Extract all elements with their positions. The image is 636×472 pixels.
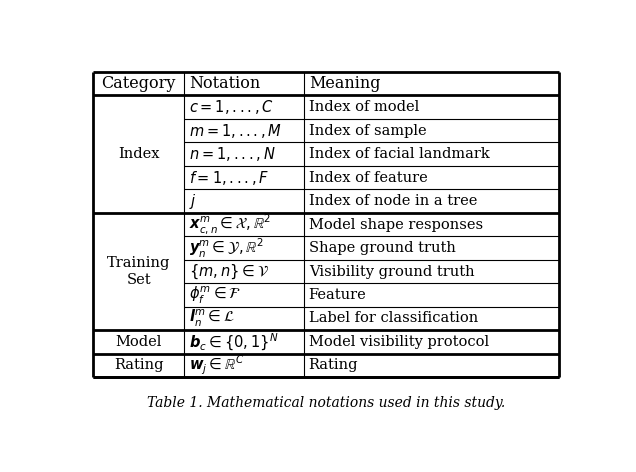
Text: Rating: Rating <box>308 358 358 372</box>
Text: Table 1. Mathematical notations used in this study.: Table 1. Mathematical notations used in … <box>147 396 505 410</box>
Text: Label for classification: Label for classification <box>308 312 478 326</box>
Text: Model shape responses: Model shape responses <box>308 218 483 232</box>
Text: Index of node in a tree: Index of node in a tree <box>308 194 477 208</box>
Text: $n = 1,...,N$: $n = 1,...,N$ <box>189 145 275 163</box>
Text: Index of model: Index of model <box>308 100 419 114</box>
Text: Notation: Notation <box>189 75 260 92</box>
Text: $j$: $j$ <box>189 192 197 211</box>
Text: Category: Category <box>102 75 176 92</box>
Text: $\boldsymbol{l}_{n}^{m} \in \mathcal{L}$: $\boldsymbol{l}_{n}^{m} \in \mathcal{L}$ <box>189 308 235 329</box>
Text: Index of feature: Index of feature <box>308 170 427 185</box>
Text: $\phi_{f}^{m} \in \mathcal{F}$: $\phi_{f}^{m} \in \mathcal{F}$ <box>189 285 241 305</box>
Text: Feature: Feature <box>308 288 366 302</box>
Text: $\boldsymbol{x}_{c,n}^{m} \in \mathcal{X}, \mathbb{R}^2$: $\boldsymbol{x}_{c,n}^{m} \in \mathcal{X… <box>189 213 272 236</box>
Text: $\boldsymbol{b}_c \in \{0,1\}^N$: $\boldsymbol{b}_c \in \{0,1\}^N$ <box>189 331 279 353</box>
Text: $\{m,n\} \in \mathcal{V}$: $\{m,n\} \in \mathcal{V}$ <box>189 262 269 281</box>
Text: Shape ground truth: Shape ground truth <box>308 241 455 255</box>
Text: Index: Index <box>118 147 160 161</box>
Text: Training
Set: Training Set <box>107 256 170 287</box>
Text: Meaning: Meaning <box>308 75 380 92</box>
Text: Index of sample: Index of sample <box>308 124 426 138</box>
Text: $\boldsymbol{w}_j \in \mathbb{R}^C$: $\boldsymbol{w}_j \in \mathbb{R}^C$ <box>189 354 244 377</box>
Text: Model: Model <box>116 335 162 349</box>
Text: $m = 1,...,M$: $m = 1,...,M$ <box>189 122 282 140</box>
Text: $f = 1,...,F$: $f = 1,...,F$ <box>189 169 270 186</box>
Text: $\boldsymbol{y}_{n}^{m} \in \mathcal{Y}, \mathbb{R}^2$: $\boldsymbol{y}_{n}^{m} \in \mathcal{Y},… <box>189 236 264 260</box>
Text: Index of facial landmark: Index of facial landmark <box>308 147 490 161</box>
Text: $c = 1,...,C$: $c = 1,...,C$ <box>189 98 274 116</box>
Text: Visibility ground truth: Visibility ground truth <box>308 264 474 278</box>
Text: Rating: Rating <box>114 358 163 372</box>
Text: Model visibility protocol: Model visibility protocol <box>308 335 489 349</box>
